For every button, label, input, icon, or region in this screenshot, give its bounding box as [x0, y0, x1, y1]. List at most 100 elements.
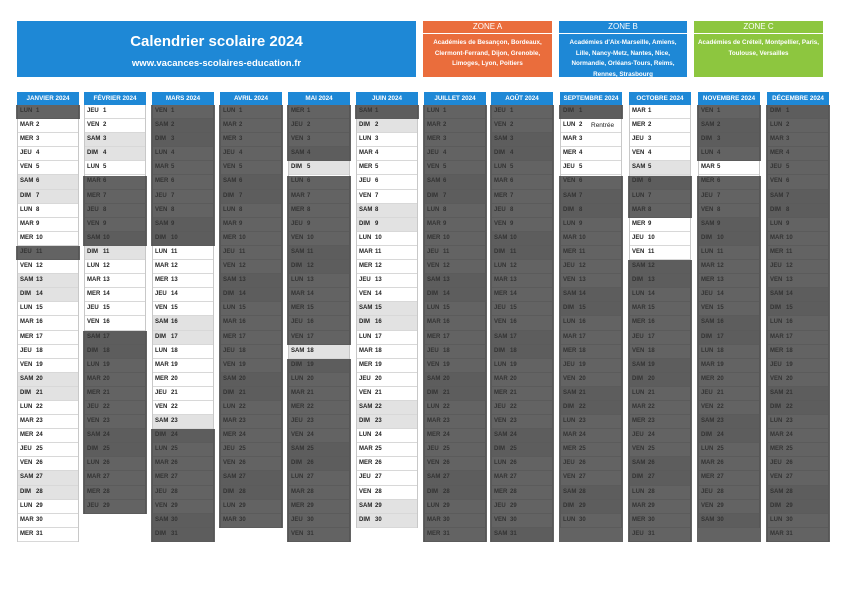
holiday-period: [151, 105, 215, 246]
weekday-label: SAM: [20, 375, 34, 382]
day-number: 2: [103, 122, 107, 129]
day-number: 13: [171, 277, 178, 284]
day-number: 12: [103, 263, 110, 270]
weekday-label: DIM: [359, 516, 370, 523]
zone-a-label: ZONE A: [423, 21, 552, 34]
weekday-label: MER: [563, 150, 577, 157]
holiday-period: [355, 105, 419, 120]
day-row: LUN 10: [357, 232, 417, 246]
day-number: 13: [103, 277, 110, 284]
weekday-label: JEU: [359, 474, 371, 481]
day-row: MER 12: [357, 260, 417, 275]
day-number: 6: [375, 178, 379, 185]
holiday-period: [628, 175, 692, 218]
weekday-label: JEU: [632, 136, 644, 143]
weekday-label: LUN: [563, 122, 576, 129]
day-row: LUN 3: [357, 133, 417, 148]
holiday-period: [219, 105, 283, 528]
day-row: DIM 16: [357, 316, 417, 331]
weekday-label: MAR: [20, 516, 34, 523]
weekday-label: MER: [155, 375, 169, 382]
weekday-label: LUN: [359, 136, 372, 143]
day-row: SAM 15: [357, 302, 417, 317]
day-number: 13: [375, 277, 382, 284]
holiday-period: [287, 274, 351, 345]
day-number: 21: [171, 389, 178, 396]
day-row: MAR 18: [357, 345, 417, 359]
day-row: DIM 4: [85, 147, 145, 162]
day-number: 18: [375, 347, 382, 354]
day-number: 22: [375, 403, 382, 410]
weekday-label: MAR: [701, 164, 715, 171]
day-number: 28: [36, 488, 43, 495]
weekday-label: SAM: [155, 319, 169, 326]
weekday-label: DIM: [359, 418, 370, 425]
weekday-label: MER: [20, 432, 34, 439]
day-number: 20: [36, 375, 43, 382]
day-row: SAM 5: [630, 161, 690, 176]
day-row: DIM 14: [18, 288, 78, 303]
weekday-label: DIM: [87, 248, 98, 255]
day-number: 12: [36, 263, 43, 270]
day-row: JEU 25: [18, 443, 78, 458]
weekday-label: MAR: [359, 150, 373, 157]
day-number: 30: [36, 516, 43, 523]
weekday-label: SAM: [359, 403, 373, 410]
weekday-label: VEN: [155, 403, 168, 410]
weekday-label: MAR: [359, 347, 373, 354]
day-row: JEU 27: [357, 471, 417, 486]
day-row: LUN 24: [357, 429, 417, 444]
month-header: DÉCEMBRE 2024: [767, 92, 829, 105]
day-row: DIM 21: [18, 386, 78, 401]
day-number: 1: [648, 108, 652, 114]
day-number: 18: [171, 347, 178, 354]
weekday-label: DIM: [87, 150, 98, 157]
month-header: JUILLET 2024: [424, 92, 486, 105]
day-number: 23: [36, 418, 43, 425]
holiday-period: [559, 105, 623, 120]
holiday-period: [83, 175, 147, 246]
day-number: 23: [375, 418, 382, 425]
day-number: 2: [375, 122, 379, 129]
day-number: 5: [648, 164, 652, 171]
holiday-period: [287, 105, 351, 162]
day-row: MER 2: [630, 119, 690, 134]
day-row: DIM 30: [357, 513, 417, 528]
weekday-label: LUN: [20, 403, 33, 410]
weekday-label: MAR: [20, 220, 34, 227]
weekday-label: DIM: [20, 192, 31, 199]
weekday-label: MAR: [20, 122, 34, 129]
zone-a-academies: Académies de Besançon, Bordeaux, Clermon…: [433, 39, 542, 67]
day-number: 17: [375, 333, 382, 340]
weekday-label: LUN: [87, 263, 100, 270]
holiday-period: [697, 175, 761, 543]
weekday-label: VEN: [359, 291, 372, 298]
weekday-label: MAR: [632, 108, 646, 114]
day-row: JEU 5: [561, 161, 621, 176]
day-number: 24: [375, 432, 382, 439]
weekday-label: JEU: [359, 178, 371, 185]
day-number: 22: [171, 403, 178, 410]
day-number: 7: [36, 192, 40, 199]
day-number: 7: [375, 192, 379, 199]
month-header: NOVEMBRE 2024: [698, 92, 760, 105]
month-column: JUIN 2024SAM1DIM2LUN3MAR4MER5JEU6VEN7SAM…: [356, 92, 418, 528]
weekday-label: LUN: [20, 502, 33, 509]
